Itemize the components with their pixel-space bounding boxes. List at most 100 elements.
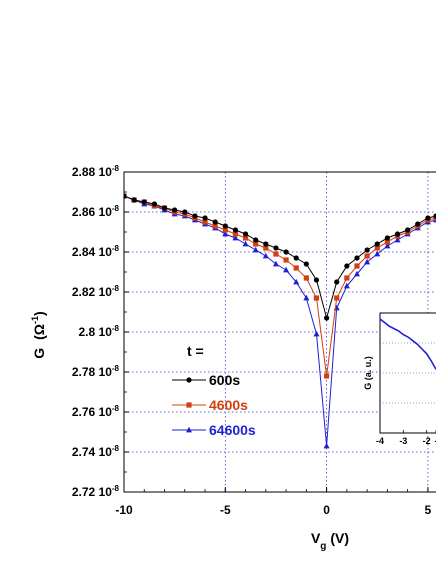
data-point — [202, 219, 208, 225]
data-point — [182, 209, 188, 215]
data-point — [151, 201, 157, 207]
data-point — [293, 255, 299, 261]
data-point — [384, 235, 390, 241]
data-point — [415, 221, 421, 227]
legend-entries: 600s 4600s 64600s — [172, 372, 256, 438]
x-tick-labels: -10 -5 0 5 — [115, 503, 431, 517]
inset-x-tick-label: - — [435, 436, 436, 446]
data-point — [253, 237, 259, 243]
data-point — [212, 219, 218, 225]
inset-x-tick-label: -2 — [423, 436, 431, 446]
legend-marker — [186, 426, 192, 433]
data-point — [124, 193, 127, 199]
data-point — [283, 257, 289, 263]
x-tick-label: -5 — [220, 503, 231, 517]
data-point — [232, 234, 239, 241]
legend-marker — [186, 377, 192, 383]
data-point — [323, 373, 330, 379]
data-point — [192, 213, 198, 219]
data-point — [172, 207, 178, 213]
inset-x-tick-label: -4 — [376, 436, 384, 446]
data-point — [222, 223, 228, 229]
inset-series — [379, 318, 436, 370]
data-point — [253, 241, 259, 247]
legend-label: 64600s — [209, 422, 256, 438]
data-point — [323, 442, 330, 449]
y-tick-label: 2.82 10-8 — [72, 284, 120, 299]
y-tick-label: 2.72 10-8 — [72, 484, 120, 499]
data-point — [394, 236, 401, 243]
data-point — [364, 258, 371, 265]
data-point — [252, 246, 259, 253]
y-axis-label-close: ) — [31, 311, 47, 316]
y-axis-label-unit-sup: -1 — [30, 316, 40, 324]
inset-x-tick-label: -3 — [399, 436, 407, 446]
data-point — [343, 282, 350, 289]
data-point — [262, 252, 269, 259]
inset-series-line — [379, 318, 436, 370]
y-tick-label: 2.84 10-8 — [72, 244, 120, 259]
data-point — [263, 245, 269, 251]
y-tick-label: 2.86 10-8 — [72, 204, 120, 219]
data-point — [303, 275, 309, 281]
data-point — [293, 278, 300, 285]
data-point — [334, 279, 340, 285]
x-tick-label: -10 — [115, 503, 133, 517]
y-tick-label: 2.76 10-8 — [72, 404, 120, 419]
data-point — [374, 250, 381, 257]
data-point — [232, 227, 239, 233]
data-point — [374, 241, 380, 247]
data-point — [334, 295, 340, 301]
data-point — [131, 197, 137, 203]
y-tick-label: 2.78 10-8 — [72, 364, 120, 379]
y-axis-label-main: G — [31, 348, 47, 359]
data-point — [283, 266, 290, 273]
data-point — [273, 245, 279, 251]
y-tick-labels: 2.72 10-8 2.74 10-8 2.76 10-8 2.78 10-8 2.8 … — [72, 164, 120, 499]
data-point — [303, 261, 309, 267]
data-point — [344, 263, 350, 269]
data-point — [141, 199, 147, 205]
data-point — [232, 231, 239, 237]
legend-marker — [186, 402, 192, 408]
inset-chart: -4 -3 -2- G (a. u.) — [363, 312, 436, 446]
legend-label: 4600s — [209, 397, 248, 413]
data-point — [242, 231, 249, 237]
data-point — [405, 227, 411, 233]
data-point — [222, 230, 229, 237]
y-axis-label-open: ( — [31, 335, 47, 340]
data-point — [263, 241, 269, 247]
data-point — [283, 249, 289, 255]
series-600s — [124, 193, 436, 321]
data-point — [212, 223, 218, 229]
data-point — [354, 263, 360, 269]
data-point — [433, 213, 436, 219]
data-point — [384, 242, 391, 249]
legend-label: 600s — [209, 372, 240, 388]
data-point — [384, 239, 390, 245]
data-point — [242, 240, 249, 247]
data-point — [374, 245, 380, 251]
series-layer — [124, 192, 436, 449]
axis-ticks — [123, 171, 429, 493]
inset-y-axis-label: G (a. u.) — [363, 356, 373, 390]
data-point — [242, 235, 249, 241]
data-point — [354, 255, 360, 261]
x-axis-label-unit: (V) — [330, 530, 349, 546]
data-point — [353, 270, 360, 277]
data-point — [303, 294, 310, 301]
data-point — [364, 247, 370, 253]
data-point — [272, 260, 279, 267]
data-point — [313, 295, 320, 301]
data-point — [313, 330, 320, 337]
data-point — [222, 227, 228, 233]
x-axis-label: Vg (V) — [311, 530, 349, 552]
legend-title: t = — [187, 343, 204, 359]
y-tick-label: 2.8 10-8 — [79, 324, 120, 339]
y-axis-label-unit: Ω — [31, 324, 47, 335]
legend: t = 600s 4600s 64600s — [172, 343, 256, 438]
y-axis-label: G (Ω-1) — [30, 311, 47, 358]
x-axis-label-sub: g — [320, 541, 326, 552]
data-point — [394, 231, 401, 237]
